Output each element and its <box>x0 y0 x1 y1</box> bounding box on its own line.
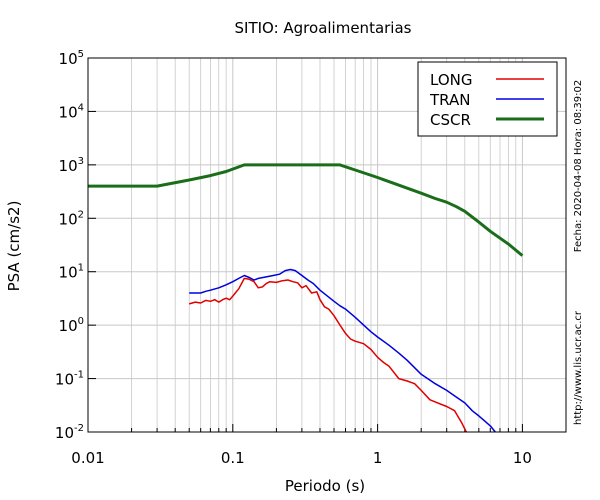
x-tick-label: 0.01 <box>71 449 104 467</box>
x-tick-label: 1 <box>373 449 383 467</box>
y-tick-label: 101 <box>59 263 84 282</box>
y-tick-label: 10-2 <box>55 423 84 442</box>
legend-label-tran: TRAN <box>429 91 470 109</box>
y-tick-label: 104 <box>59 102 84 121</box>
x-tick-label: 10 <box>513 449 532 467</box>
source-url-label: http://www.lis.ucr.ac.cr <box>573 310 584 425</box>
y-axis-label: PSA (cm/s2) <box>5 201 23 292</box>
timestamp-label: Fecha: 2020-04-08 Hora: 08:39:02 <box>573 80 584 253</box>
legend-label-cscr: CSCR <box>430 111 471 129</box>
y-tick-label: 102 <box>59 209 84 228</box>
legend-label-long: LONG <box>430 71 472 89</box>
y-tick-label: 103 <box>59 156 84 175</box>
x-tick-label: 0.1 <box>221 449 245 467</box>
y-tick-label: 100 <box>59 316 84 335</box>
x-axis-label: Periodo (s) <box>285 477 365 495</box>
y-tick-label: 10-1 <box>55 370 84 389</box>
chart-title: SITIO: Agroalimentarias <box>235 19 412 37</box>
series-line-cscr <box>88 163 524 257</box>
series-line-long <box>188 277 467 433</box>
grid <box>87 57 567 433</box>
y-tick-label: 105 <box>59 49 84 68</box>
legend: LONG TRAN CSCR <box>417 61 558 137</box>
series-group <box>88 163 524 433</box>
plot-frame <box>87 57 567 433</box>
axis-ticks: 10-2 10-1 100 101 102 103 104 105 0.01 0.1 1 10 <box>55 49 567 467</box>
series-line-tran <box>189 268 496 433</box>
